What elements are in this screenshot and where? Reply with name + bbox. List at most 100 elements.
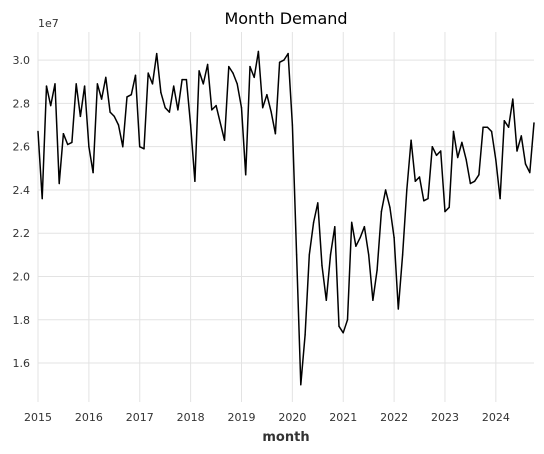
data-point — [58, 182, 60, 185]
x-tick-label: 2023 — [431, 411, 459, 424]
data-point — [342, 332, 344, 334]
y-tick-label: 2.6 — [13, 141, 31, 154]
data-point — [529, 171, 531, 174]
data-point — [139, 146, 141, 148]
data-point — [469, 182, 472, 185]
data-point — [457, 156, 459, 159]
data-point — [321, 265, 323, 267]
data-point — [478, 174, 480, 176]
data-point — [262, 107, 264, 109]
x-tick-label: 2018 — [177, 411, 205, 424]
x-axis-label: month — [262, 430, 309, 445]
data-point — [105, 76, 107, 79]
x-tick-label: 2022 — [380, 411, 408, 424]
data-point — [151, 83, 154, 85]
data-point — [185, 78, 188, 81]
data-point — [516, 150, 518, 152]
data-point — [312, 221, 315, 224]
data-point — [397, 308, 399, 310]
data-point — [181, 78, 183, 81]
data-point — [329, 254, 332, 256]
data-point — [211, 109, 213, 111]
x-tick-label: 2021 — [329, 411, 357, 424]
data-point — [71, 141, 73, 144]
data-point — [253, 76, 255, 79]
data-point — [245, 174, 247, 176]
data-point — [156, 52, 158, 55]
data-point — [452, 130, 455, 133]
data-point — [100, 98, 103, 100]
data-point — [507, 126, 510, 128]
data-point — [41, 197, 43, 200]
x-tick-labels: 2015 2016 2017 2018 2019 2020 2021 2022 2023 2024 — [24, 411, 510, 424]
data-point — [465, 159, 467, 161]
data-point — [173, 85, 175, 87]
data-point — [79, 115, 82, 118]
data-point — [75, 83, 77, 85]
data-point — [393, 236, 395, 239]
data-point — [50, 104, 52, 107]
data-point — [401, 254, 404, 256]
data-point — [83, 85, 86, 87]
data-point — [346, 319, 349, 321]
y-tick-label: 2.4 — [13, 184, 31, 197]
data-point — [168, 111, 171, 113]
data-point — [198, 70, 200, 72]
data-point — [423, 200, 425, 202]
x-tick-label: 2024 — [482, 411, 510, 424]
data-point — [351, 221, 353, 224]
data-point — [448, 206, 450, 208]
data-point — [482, 126, 484, 128]
data-point — [304, 334, 306, 336]
x-tick-label: 2017 — [126, 411, 154, 424]
data-point — [295, 254, 298, 256]
y-tick-label: 1.6 — [13, 357, 31, 370]
y-tick-labels: 1.6 1.8 2.0 2.2 2.4 2.6 2.8 3.0 — [13, 54, 31, 370]
data-point — [177, 109, 179, 111]
data-point — [270, 111, 272, 113]
data-point — [473, 180, 476, 182]
data-point — [117, 124, 120, 126]
y-tick-label: 2.8 — [13, 97, 31, 110]
data-point — [533, 122, 535, 124]
data-point — [122, 146, 124, 148]
data-point — [384, 189, 387, 191]
data-point — [389, 206, 391, 208]
data-point — [92, 171, 94, 174]
data-point — [355, 245, 357, 247]
x-tick-label: 2015 — [24, 411, 52, 424]
data-point — [334, 226, 336, 228]
series-layer — [37, 50, 535, 386]
data-point — [418, 176, 421, 178]
data-point — [287, 52, 289, 55]
data-point — [274, 133, 277, 135]
y-tick-label: 2.0 — [13, 271, 31, 284]
data-point — [228, 65, 230, 68]
data-point — [113, 115, 116, 118]
data-point — [236, 83, 238, 85]
data-point — [300, 384, 302, 386]
data-point — [160, 91, 162, 94]
data-point — [257, 50, 260, 53]
data-point — [338, 325, 340, 327]
data-point — [427, 197, 429, 200]
data-point — [495, 159, 497, 161]
data-point — [45, 85, 48, 87]
data-point — [62, 133, 65, 135]
data-point — [406, 189, 408, 191]
data-point — [143, 148, 145, 150]
y-tick-label: 3.0 — [13, 54, 31, 67]
series-line — [37, 50, 535, 386]
data-point — [359, 236, 361, 239]
data-point — [490, 130, 493, 133]
x-tick-label: 2019 — [227, 411, 255, 424]
data-point — [431, 146, 433, 148]
data-point — [266, 94, 268, 96]
data-point — [206, 63, 209, 66]
data-point — [202, 83, 204, 85]
data-point — [194, 180, 196, 182]
data-point — [325, 299, 327, 301]
data-point — [96, 83, 99, 85]
data-point — [215, 104, 217, 107]
